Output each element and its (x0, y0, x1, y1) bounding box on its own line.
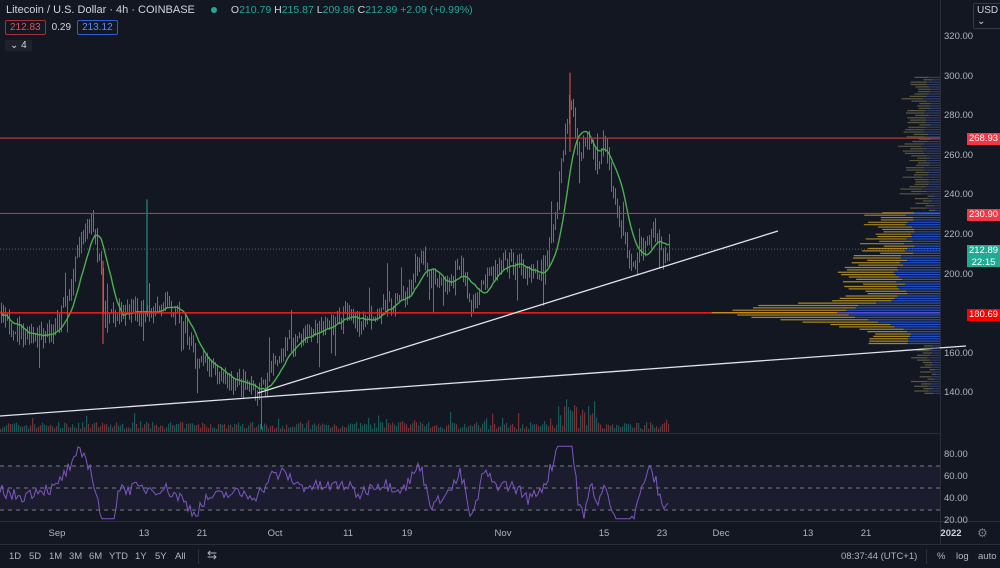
price-tick: 260.00 (944, 149, 974, 161)
symbol-header: Litecoin / U.S. Dollar · 4h · COINBASE O… (6, 4, 473, 16)
last-price-value: 212.89 (968, 245, 999, 256)
rsi-tick: 40.00 (944, 493, 968, 504)
bar-countdown: 22:15 (971, 257, 996, 268)
market-open-dot-icon (210, 7, 217, 13)
range-button-5d[interactable]: 5D (29, 551, 42, 562)
spread-value: 0.29 (51, 22, 72, 33)
range-button-3m[interactable]: 3M (69, 551, 83, 562)
range-button-1y[interactable]: 1Y (135, 551, 147, 562)
settings-gear-icon[interactable]: ⚙ (977, 526, 988, 540)
level-label-r1: 268.93 (967, 133, 1000, 145)
time-tick: Dec (712, 528, 730, 539)
price-tick: 300.00 (944, 70, 974, 82)
time-tick: 23 (656, 528, 668, 539)
ohlc-values: O210.79 H215.87 L209.86 C212.89 +2.09 (+… (230, 4, 473, 16)
symbol-title[interactable]: Litecoin / U.S. Dollar · 4h · COINBASE (6, 4, 195, 16)
level-label-s1: 180.69 (967, 309, 1000, 321)
price-tick: 220.00 (944, 229, 974, 240)
range-button-5y[interactable]: 5Y (155, 551, 167, 562)
time-tick: 15 (598, 528, 610, 539)
goto-date-icon[interactable]: ⇆ (207, 548, 218, 562)
time-tick: 11 (343, 528, 353, 539)
rsi-tick: 60.00 (944, 471, 968, 482)
sell-button[interactable]: 212.83 (5, 20, 46, 35)
time-tick: 13 (802, 528, 814, 539)
price-tick: 280.00 (944, 110, 974, 122)
range-button-1d[interactable]: 1D (9, 551, 22, 562)
bottom-toolbar (0, 545, 1000, 568)
time-tick: 21 (196, 528, 208, 539)
time-tick: 13 (138, 528, 150, 539)
range-button-1m[interactable]: 1M (49, 551, 63, 562)
price-tick: 240.00 (944, 189, 974, 201)
buy-button[interactable]: 213.12 (77, 20, 118, 35)
price-tick: 320.00 (944, 31, 974, 42)
log-scale-button[interactable]: log (956, 551, 969, 562)
time-tick: 19 (401, 528, 413, 539)
currency-select[interactable]: USD ⌄ (973, 3, 1000, 29)
range-button-all[interactable]: All (175, 551, 186, 562)
percent-scale-button[interactable]: % (937, 551, 946, 562)
trade-buttons: 212.83 0.29 213.12 (5, 20, 118, 35)
price-tick: 140.00 (944, 387, 974, 399)
time-tick: Nov (494, 528, 512, 539)
range-button-6m[interactable]: 6M (89, 551, 103, 562)
price-tick: 200.00 (944, 268, 974, 280)
time-tick: 2022 (940, 528, 962, 539)
auto-scale-button[interactable]: auto (978, 551, 997, 562)
clock: 08:37:44 (UTC+1) (841, 551, 918, 562)
time-tick: Oct (267, 528, 283, 539)
rsi-tick: 80.00 (944, 449, 968, 460)
level-label-r2: 230.90 (967, 209, 1000, 221)
indicators-toggle[interactable]: ⌄ 4 (5, 40, 32, 51)
time-tick: 21 (860, 528, 872, 539)
time-tick: Sep (48, 528, 66, 539)
range-button-ytd[interactable]: YTD (109, 551, 128, 562)
last-price-label: 212.89 22:15 (967, 245, 1000, 268)
rsi-tick: 20.00 (944, 515, 968, 526)
price-tick: 160.00 (944, 347, 974, 359)
